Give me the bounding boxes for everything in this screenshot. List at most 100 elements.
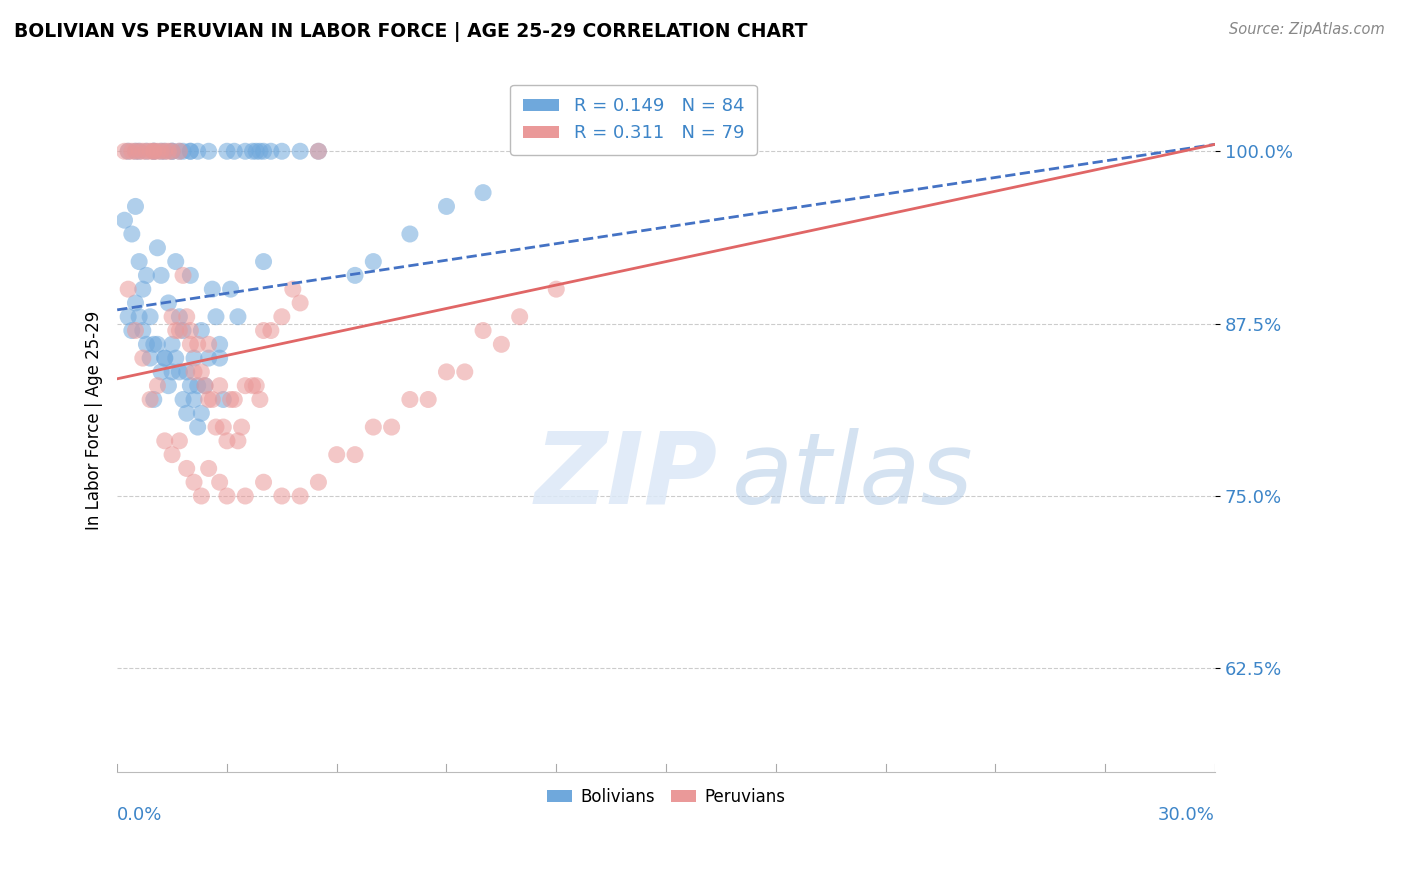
Point	[139, 351, 162, 365]
Y-axis label: In Labor Force | Age 25-29: In Labor Force | Age 25-29	[86, 310, 103, 530]
Point	[139, 310, 162, 324]
Point	[205, 420, 228, 434]
Point	[179, 145, 201, 159]
Point	[160, 145, 183, 159]
Point	[288, 489, 311, 503]
Point	[325, 448, 347, 462]
Point	[150, 268, 173, 283]
Point	[179, 378, 201, 392]
Point	[142, 392, 165, 407]
Point	[146, 145, 169, 159]
Point	[169, 145, 191, 159]
Point	[201, 282, 224, 296]
Point	[153, 351, 176, 365]
Point	[245, 145, 267, 159]
Point	[399, 392, 422, 407]
Point	[139, 145, 162, 159]
Point	[132, 145, 155, 159]
Point	[157, 296, 180, 310]
Point	[153, 351, 176, 365]
Point	[139, 392, 162, 407]
Point	[124, 145, 146, 159]
Point	[233, 145, 256, 159]
Point	[128, 145, 150, 159]
Point	[187, 337, 209, 351]
Legend: Bolivians, Peruvians: Bolivians, Peruvians	[540, 781, 792, 813]
Point	[153, 434, 176, 448]
Point	[307, 145, 329, 159]
Point	[142, 145, 165, 159]
Text: 30.0%: 30.0%	[1159, 806, 1215, 824]
Point	[436, 199, 458, 213]
Point	[117, 145, 139, 159]
Point	[128, 310, 150, 324]
Point	[252, 324, 274, 338]
Point	[132, 351, 155, 365]
Point	[224, 392, 246, 407]
Point	[165, 254, 187, 268]
Point	[363, 420, 385, 434]
Point	[179, 145, 201, 159]
Point	[117, 310, 139, 324]
Point	[212, 392, 235, 407]
Point	[117, 282, 139, 296]
Point	[281, 282, 304, 296]
Point	[381, 420, 404, 434]
Point	[224, 145, 246, 159]
Point	[208, 337, 231, 351]
Point	[150, 365, 173, 379]
Point	[212, 420, 235, 434]
Point	[472, 324, 495, 338]
Point	[176, 406, 198, 420]
Point	[165, 351, 187, 365]
Point	[165, 324, 187, 338]
Point	[190, 489, 212, 503]
Point	[252, 145, 274, 159]
Point	[270, 310, 292, 324]
Point	[172, 268, 194, 283]
Point	[160, 448, 183, 462]
Point	[197, 145, 219, 159]
Point	[179, 268, 201, 283]
Point	[142, 145, 165, 159]
Point	[121, 324, 143, 338]
Point	[215, 145, 238, 159]
Point	[219, 282, 242, 296]
Point	[344, 268, 367, 283]
Point	[124, 145, 146, 159]
Point	[194, 378, 217, 392]
Point	[546, 282, 568, 296]
Point	[121, 145, 143, 159]
Text: ZIP: ZIP	[534, 428, 717, 524]
Point	[231, 420, 253, 434]
Point	[169, 434, 191, 448]
Point	[146, 378, 169, 392]
Point	[436, 365, 458, 379]
Point	[160, 310, 183, 324]
Point	[233, 378, 256, 392]
Point	[142, 145, 165, 159]
Point	[183, 365, 205, 379]
Point	[150, 145, 173, 159]
Point	[153, 145, 176, 159]
Text: Source: ZipAtlas.com: Source: ZipAtlas.com	[1229, 22, 1385, 37]
Point	[215, 489, 238, 503]
Point	[201, 392, 224, 407]
Point	[172, 145, 194, 159]
Point	[205, 310, 228, 324]
Point	[245, 378, 267, 392]
Point	[249, 145, 271, 159]
Point	[194, 378, 217, 392]
Point	[190, 365, 212, 379]
Point	[124, 296, 146, 310]
Point	[176, 310, 198, 324]
Point	[307, 145, 329, 159]
Point	[160, 337, 183, 351]
Point	[114, 145, 136, 159]
Point	[208, 378, 231, 392]
Point	[242, 145, 264, 159]
Point	[160, 145, 183, 159]
Point	[288, 296, 311, 310]
Point	[160, 145, 183, 159]
Point	[270, 489, 292, 503]
